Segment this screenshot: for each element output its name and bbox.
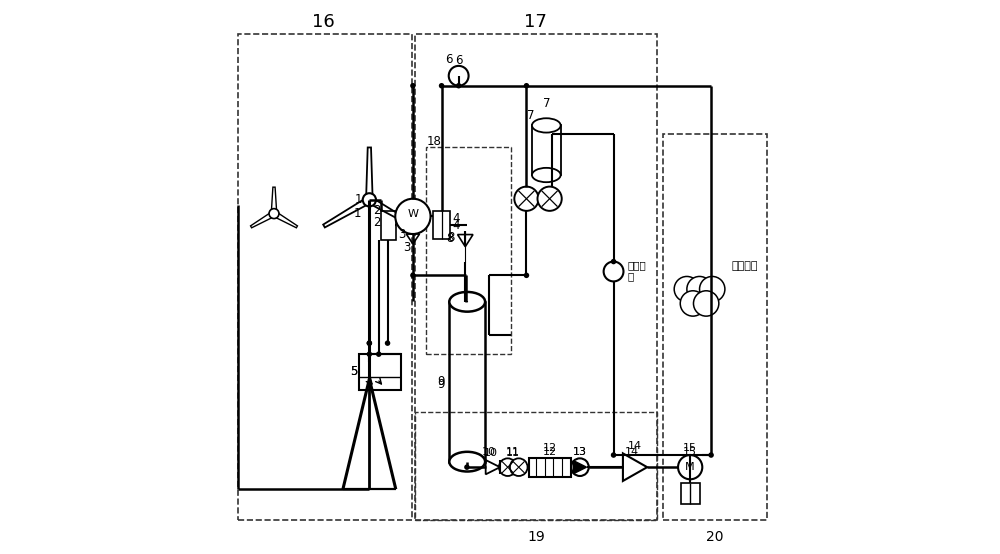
Circle shape [524,83,529,89]
Text: 1: 1 [354,207,361,220]
Circle shape [680,291,706,316]
Circle shape [410,273,416,278]
Text: 12: 12 [543,447,557,457]
Text: 6: 6 [446,53,453,66]
Circle shape [367,351,372,357]
Circle shape [708,452,714,458]
Text: 11: 11 [506,447,520,457]
Text: 9: 9 [437,378,445,391]
Circle shape [367,340,372,346]
Ellipse shape [532,168,561,182]
Text: 17: 17 [524,13,547,32]
Text: 16: 16 [312,13,335,32]
Circle shape [385,340,390,346]
Circle shape [611,259,616,264]
Circle shape [524,273,529,278]
Polygon shape [366,147,373,200]
Circle shape [700,276,725,302]
Text: 9: 9 [437,375,445,388]
Circle shape [449,66,469,86]
Polygon shape [573,460,587,474]
Circle shape [604,261,623,281]
Text: M: M [685,462,695,472]
Circle shape [439,83,444,89]
Ellipse shape [449,292,485,312]
Text: 2: 2 [373,217,380,229]
Circle shape [687,276,712,302]
Text: 4: 4 [452,212,460,224]
Circle shape [674,276,700,302]
Circle shape [367,340,372,346]
Text: 11: 11 [506,448,520,458]
Polygon shape [273,211,297,228]
Text: 10: 10 [484,448,498,458]
Text: 20: 20 [706,530,724,544]
Circle shape [363,193,376,207]
Text: 8: 8 [447,231,455,244]
Text: 19: 19 [527,530,545,544]
Text: 8: 8 [446,232,453,245]
Text: 3: 3 [398,228,406,240]
Text: 6: 6 [455,54,462,67]
Circle shape [464,464,470,470]
Text: 5: 5 [350,365,358,378]
Text: 14: 14 [628,441,642,451]
Ellipse shape [532,118,561,132]
Circle shape [611,452,616,458]
Text: 13: 13 [573,447,587,456]
Text: 1: 1 [355,193,362,206]
Text: 7: 7 [543,97,550,110]
Text: 15: 15 [683,447,697,457]
Circle shape [678,455,702,479]
Circle shape [499,458,517,476]
Polygon shape [323,197,371,228]
Text: 14: 14 [625,447,639,457]
Text: 18: 18 [427,135,442,148]
Circle shape [456,83,461,89]
Polygon shape [271,187,277,214]
Text: 7: 7 [527,109,534,122]
Text: W: W [407,209,418,219]
Text: 4: 4 [452,219,460,232]
Text: 15: 15 [683,443,697,453]
Text: 10: 10 [482,447,496,457]
Text: 13: 13 [573,447,587,457]
Text: 3: 3 [403,242,410,254]
Circle shape [269,209,279,219]
Ellipse shape [449,452,485,471]
Text: 2: 2 [373,204,380,217]
Circle shape [693,291,719,316]
Polygon shape [251,211,275,228]
Text: 循环水: 循环水 [627,260,646,270]
Circle shape [410,83,416,89]
Circle shape [395,199,431,234]
Circle shape [514,187,539,211]
Circle shape [376,351,381,357]
Polygon shape [368,197,416,228]
Circle shape [571,458,589,476]
Text: 并网发电: 并网发电 [732,261,758,271]
Text: 12: 12 [543,443,557,453]
Circle shape [537,187,562,211]
Text: 泵: 泵 [627,271,634,281]
Circle shape [510,458,528,476]
Text: 5: 5 [350,365,358,378]
